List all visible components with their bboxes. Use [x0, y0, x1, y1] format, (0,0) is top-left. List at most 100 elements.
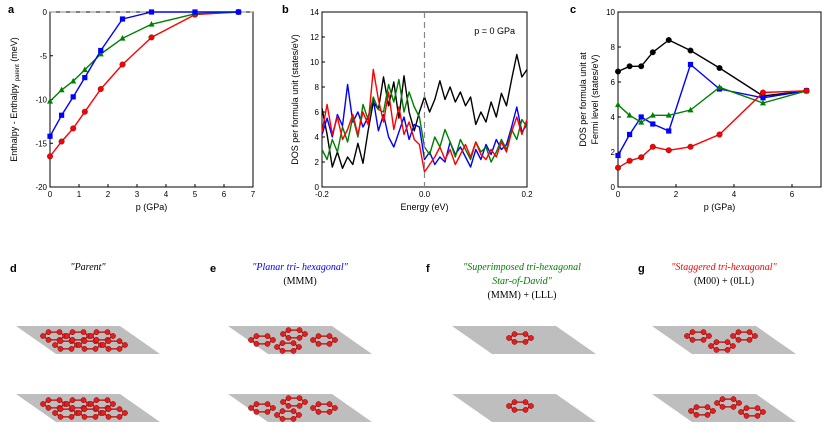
data-point — [148, 34, 155, 41]
atom — [713, 339, 720, 345]
data-point — [59, 112, 65, 118]
atom — [719, 404, 726, 410]
data-point — [119, 34, 126, 41]
data-point — [119, 16, 126, 22]
structure-g-title: "Staggered tri-hexagonal" — [671, 262, 777, 273]
atom — [332, 405, 338, 411]
x-tick-label: 3 — [135, 190, 140, 199]
atom — [92, 346, 99, 352]
atom — [253, 401, 260, 407]
atom — [57, 346, 64, 352]
y-tick-label: 2 — [315, 158, 320, 167]
y-tick-label: 0 — [611, 183, 616, 192]
x-tick-label: 2 — [674, 190, 679, 199]
y-tick-label: 12 — [310, 33, 319, 42]
data-point — [687, 106, 694, 113]
data-point — [760, 95, 766, 101]
x-tick-label: 0 — [48, 190, 53, 199]
atom — [264, 409, 271, 415]
atom — [110, 401, 116, 407]
atom — [45, 337, 52, 343]
atom — [310, 405, 316, 411]
atom — [45, 405, 52, 411]
y-axis-label-line2: Fermi level (states/eV) — [590, 54, 600, 144]
data-point — [615, 164, 621, 171]
atom — [93, 329, 100, 335]
atom — [743, 413, 750, 419]
atom — [315, 333, 322, 339]
x-tick-label: 0 — [616, 190, 621, 199]
atom — [285, 327, 292, 333]
structure-e-subtitle: (MMM) — [283, 276, 316, 287]
atom — [274, 412, 280, 418]
atom — [93, 337, 100, 343]
y-tick-label: 2 — [611, 148, 616, 157]
atom — [68, 414, 75, 420]
atom — [285, 395, 292, 401]
data-point — [638, 63, 645, 70]
atom — [736, 400, 742, 406]
atom — [100, 410, 106, 416]
atom — [326, 333, 333, 339]
structure-slab-5 — [452, 394, 596, 422]
atom — [689, 337, 696, 343]
atom — [279, 408, 286, 414]
x-tick-label: 0.2 — [521, 190, 533, 199]
atom — [253, 409, 260, 415]
data-point — [58, 86, 65, 93]
panel-label-f: f — [426, 263, 430, 275]
y-tick-label: 6 — [315, 108, 320, 117]
panel-label-d: d — [10, 263, 17, 275]
data-point — [638, 118, 645, 125]
data-point — [665, 37, 672, 43]
atom — [81, 414, 88, 420]
data-point — [760, 89, 766, 96]
y-tick-label: 10 — [606, 8, 615, 17]
x-axis-label: p (GPa) — [136, 202, 168, 212]
y-axis-label: Enthalpy - Enthalpy parent (meV) — [9, 37, 21, 162]
atom — [735, 337, 742, 343]
atom — [279, 348, 286, 354]
atom — [738, 409, 744, 415]
atom — [56, 397, 63, 403]
atom — [116, 406, 123, 412]
atom — [689, 329, 696, 335]
data-point — [235, 9, 242, 15]
data-point — [97, 86, 104, 92]
atom — [92, 414, 99, 420]
structure-panels: d e f g "Parent" "Planar tri- hexagonal"… — [10, 262, 778, 301]
atom — [280, 399, 286, 405]
panel-label-c: c — [570, 4, 576, 16]
atom — [45, 329, 52, 335]
atom — [714, 400, 720, 406]
atom — [274, 344, 280, 350]
atom — [116, 346, 123, 352]
data-point — [626, 63, 633, 70]
structure-d-title: "Parent" — [70, 262, 106, 273]
structure-g-subtitle: (M00) + (0LL) — [694, 276, 754, 287]
atom — [326, 341, 333, 347]
data-point — [803, 87, 810, 94]
atom — [285, 403, 292, 409]
data-point — [119, 61, 126, 68]
x-tick-label: 6 — [222, 190, 227, 199]
atom — [506, 335, 512, 341]
data-point — [627, 131, 633, 138]
data-point — [615, 101, 621, 108]
atom — [56, 329, 63, 335]
panel-a-enthalpy-chart: a 0 1 2 3 4 5 6 7 0 -5 -10 -15 -20 p (GPa) Enthalpy - … — [8, 4, 256, 212]
atom — [700, 329, 707, 335]
data-point — [47, 153, 53, 160]
data-point — [192, 9, 198, 15]
atom — [752, 333, 758, 339]
x-tick-label: 0.0 — [419, 190, 431, 199]
atom — [730, 333, 736, 339]
data-point — [650, 121, 656, 127]
data-point — [97, 50, 104, 57]
y-tick-label: -5 — [40, 52, 48, 61]
atom — [279, 340, 286, 346]
y-tick-label: 4 — [315, 133, 320, 142]
x-tick-label: 4 — [732, 190, 737, 199]
y-tick-label: 14 — [310, 8, 319, 17]
data-point — [70, 94, 76, 100]
